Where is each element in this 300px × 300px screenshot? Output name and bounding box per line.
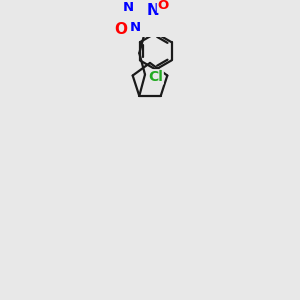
Text: N: N — [130, 21, 141, 34]
Text: N: N — [122, 1, 134, 13]
Text: N: N — [146, 4, 159, 19]
Text: Cl: Cl — [148, 70, 163, 84]
Text: H: H — [157, 2, 168, 15]
Text: O: O — [158, 0, 169, 12]
Text: O: O — [115, 22, 128, 37]
